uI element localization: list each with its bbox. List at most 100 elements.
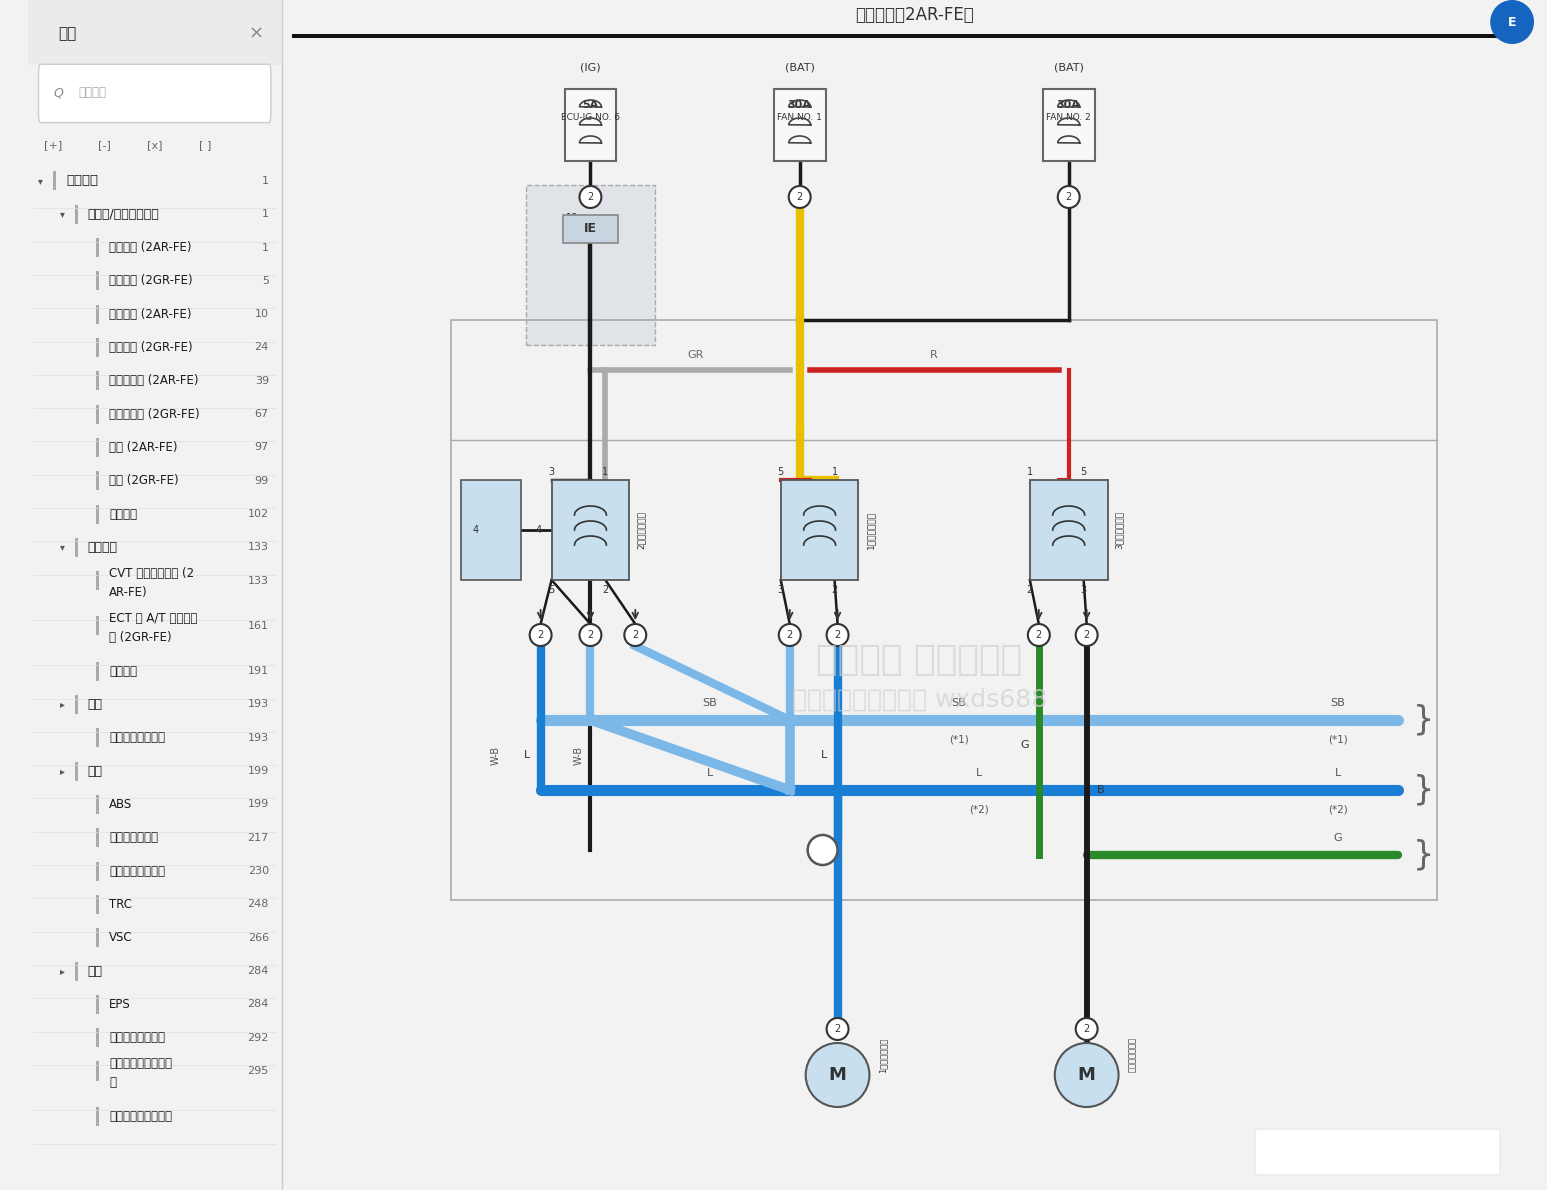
Bar	[450, 320, 1437, 900]
Bar	[781, 480, 859, 580]
Circle shape	[1490, 0, 1535, 44]
Text: 1: 1	[1027, 466, 1033, 477]
Text: (BAT): (BAT)	[784, 63, 815, 73]
Text: 217: 217	[248, 833, 269, 843]
Text: G: G	[1334, 833, 1343, 843]
Bar	[96, 271, 99, 290]
Text: 加热式方向盘系统: 加热式方向盘系统	[108, 1032, 166, 1044]
Text: 冷却风扇（2AR-FE）: 冷却风扇（2AR-FE）	[855, 6, 973, 24]
Bar	[96, 1107, 99, 1126]
Text: EPS: EPS	[108, 998, 131, 1010]
Text: 4: 4	[535, 525, 541, 536]
Text: 3号风扇继电器: 3号风扇继电器	[1115, 511, 1125, 549]
Text: 1: 1	[261, 176, 269, 186]
Circle shape	[580, 186, 602, 208]
Text: L: L	[820, 750, 826, 760]
Text: 2: 2	[633, 630, 639, 640]
Text: [ ]: [ ]	[200, 140, 212, 150]
Circle shape	[1075, 1017, 1098, 1040]
Text: 书签: 书签	[59, 26, 76, 40]
Bar	[96, 895, 99, 914]
Text: 30A: 30A	[787, 100, 812, 109]
Text: 266: 266	[248, 933, 269, 942]
Text: 发动机控制 (2GR-FE): 发动机控制 (2GR-FE)	[108, 408, 200, 420]
Text: G: G	[1021, 740, 1029, 750]
Text: 133: 133	[248, 543, 269, 552]
Text: FAN NO. 1: FAN NO. 1	[777, 113, 821, 123]
Bar	[96, 438, 99, 457]
Text: 1号风扇电动机: 1号风扇电动机	[879, 1038, 888, 1072]
Text: 传动系统: 传动系统	[88, 541, 118, 553]
Bar	[96, 571, 99, 590]
Text: ▾: ▾	[59, 209, 65, 219]
Circle shape	[789, 186, 811, 208]
Circle shape	[1058, 186, 1080, 208]
Text: 4: 4	[473, 525, 480, 536]
Text: L: L	[1335, 768, 1341, 778]
Text: 1: 1	[261, 209, 269, 219]
Bar	[96, 662, 99, 681]
Text: 2: 2	[1035, 630, 1043, 640]
Text: 5: 5	[1080, 466, 1088, 477]
Text: 292: 292	[248, 1033, 269, 1042]
Bar	[96, 1028, 99, 1047]
Text: ▸: ▸	[59, 700, 65, 709]
Bar	[96, 305, 99, 324]
Text: 191: 191	[248, 666, 269, 676]
Text: E: E	[1508, 15, 1516, 29]
Text: (*1): (*1)	[1327, 734, 1347, 744]
Text: 转向锁（左驾驶车型: 转向锁（左驾驶车型	[108, 1058, 172, 1070]
Text: 书签查找: 书签查找	[79, 87, 107, 99]
Text: SB: SB	[951, 699, 967, 708]
Text: [x]: [x]	[147, 140, 162, 150]
Text: (BAT): (BAT)	[1054, 63, 1083, 73]
Text: (*2): (*2)	[1327, 804, 1347, 814]
Text: L: L	[707, 768, 713, 778]
Text: 24: 24	[255, 343, 269, 352]
Text: W-B: W-B	[490, 745, 501, 764]
Text: 巡航控制 (2AR-FE): 巡航控制 (2AR-FE)	[108, 308, 192, 320]
Text: 2: 2	[831, 585, 837, 595]
Bar	[96, 728, 99, 747]
Text: 102: 102	[248, 509, 269, 519]
Circle shape	[1075, 624, 1098, 646]
Text: 3: 3	[778, 585, 784, 595]
Text: L: L	[976, 768, 982, 778]
Text: 2: 2	[1027, 585, 1033, 595]
Text: (*1): (*1)	[950, 734, 968, 744]
Text: ▾: ▾	[59, 543, 65, 552]
Text: 39: 39	[255, 376, 269, 386]
Text: 冷却风扇 (2GR-FE): 冷却风扇 (2GR-FE)	[108, 275, 193, 287]
Text: 193: 193	[248, 733, 269, 743]
Text: 2: 2	[797, 192, 803, 202]
Text: 284: 284	[248, 966, 269, 976]
Text: 制动: 制动	[88, 765, 102, 777]
Circle shape	[529, 624, 552, 646]
Text: ▾: ▾	[39, 176, 43, 186]
Text: TRC: TRC	[108, 898, 131, 910]
Text: 5: 5	[778, 466, 784, 477]
Text: 248: 248	[248, 900, 269, 909]
Text: 2: 2	[1066, 192, 1072, 202]
Text: 5: 5	[549, 585, 555, 595]
Text: 发动机控制 (2AR-FE): 发动机控制 (2AR-FE)	[108, 375, 198, 387]
Text: L: L	[523, 750, 529, 760]
Text: VSC: VSC	[108, 932, 133, 944]
Circle shape	[826, 624, 848, 646]
Text: 2: 2	[602, 585, 608, 595]
Text: 点火 (2AR-FE): 点火 (2AR-FE)	[108, 441, 178, 453]
Bar	[526, 184, 656, 345]
Text: 系统电路: 系统电路	[67, 175, 97, 187]
Text: 2: 2	[1083, 1025, 1089, 1034]
Text: 书签帮手: 书签帮手	[1298, 1145, 1335, 1159]
Bar	[96, 238, 99, 257]
Bar	[96, 338, 99, 357]
Text: 2: 2	[834, 630, 840, 640]
Text: 1: 1	[831, 466, 837, 477]
Circle shape	[778, 624, 801, 646]
Text: ECU-IG NO. 6: ECU-IG NO. 6	[562, 113, 620, 123]
Bar	[96, 616, 99, 635]
Bar	[96, 371, 99, 390]
Text: 上坡起步辅助控制: 上坡起步辅助控制	[108, 865, 166, 877]
Circle shape	[806, 1042, 869, 1107]
